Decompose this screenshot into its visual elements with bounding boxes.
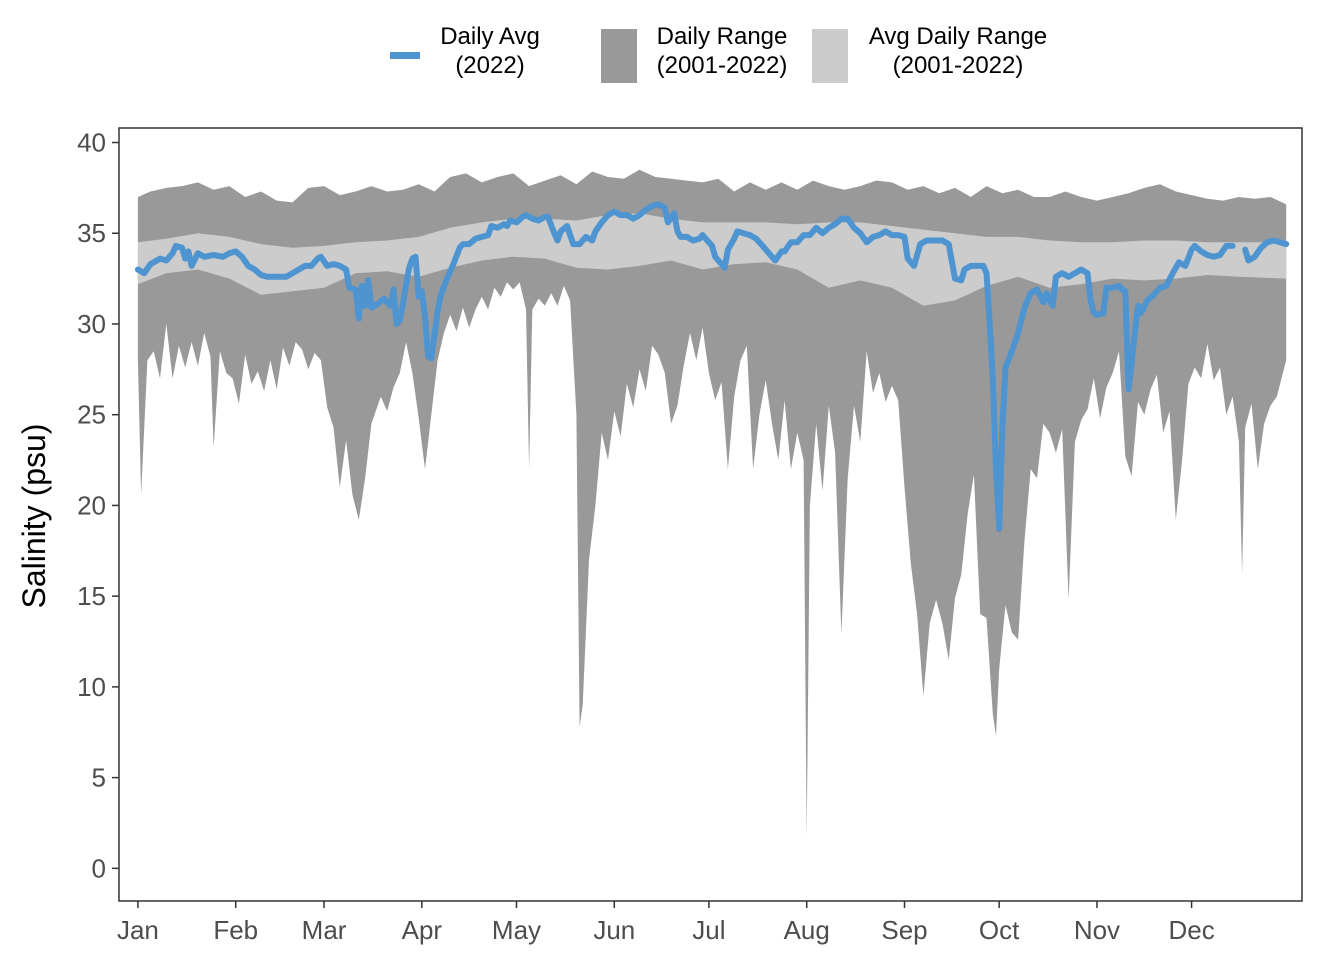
x-axis: Jan Feb Mar Apr May Jun Jul Aug Sep Oct Nov Dec — [117, 901, 1215, 945]
daily-avg-line — [134, 201, 1236, 532]
x-tick-label-nov: Nov — [1074, 915, 1120, 945]
x-tick-label-may: May — [492, 915, 541, 945]
legend-key-avg-daily-range — [812, 29, 848, 83]
x-tick-label-oct: Oct — [979, 915, 1020, 945]
avg-daily-range-band — [137, 213, 1287, 306]
plot-border — [118, 127, 1303, 902]
y-tick-label: 20 — [77, 490, 106, 520]
x-tick-label-jan: Jan — [117, 915, 159, 945]
y-tick-label: 0 — [92, 853, 106, 883]
legend-item-daily-avg: Daily Avg (2022) — [390, 23, 540, 79]
legend-item-avg-daily-range: Avg Daily Range (2001-2022) — [812, 23, 1047, 83]
y-axis-title: Salinity (psu) — [16, 424, 52, 609]
x-tick-label-dec: Dec — [1168, 915, 1214, 945]
legend-label-avg-daily-range: Avg Daily Range (2001-2022) — [869, 23, 1047, 79]
y-tick-label: 10 — [77, 672, 106, 702]
legend-label-daily-range: Daily Range (2001-2022) — [657, 23, 788, 79]
x-tick-label-jun: Jun — [593, 915, 635, 945]
y-tick-label: 35 — [77, 218, 106, 248]
y-tick-label: 5 — [92, 763, 106, 793]
plot-panel — [118, 127, 1303, 902]
x-tick-label-jul: Jul — [692, 915, 725, 945]
legend: Daily Avg (2022) Daily Range (2001-2022) A… — [390, 23, 1047, 83]
daily-avg-line-after-gap — [1242, 237, 1290, 264]
x-tick-label-mar: Mar — [302, 915, 347, 945]
y-tick-label: 40 — [77, 128, 106, 158]
legend-key-daily-range — [601, 29, 637, 83]
legend-key-daily-avg — [390, 52, 420, 59]
legend-item-daily-range: Daily Range (2001-2022) — [601, 23, 787, 83]
x-tick-label-apr: Apr — [402, 915, 443, 945]
x-tick-label-sep: Sep — [881, 915, 927, 945]
y-tick-label: 25 — [77, 400, 106, 430]
x-tick-label-aug: Aug — [784, 915, 830, 945]
y-tick-label: 15 — [77, 581, 106, 611]
legend-label-daily-avg: Daily Avg (2022) — [440, 23, 540, 79]
y-axis: 0 5 10 15 20 25 30 35 40 — [77, 128, 119, 883]
y-tick-label: 30 — [77, 309, 106, 339]
x-tick-label-feb: Feb — [213, 915, 258, 945]
